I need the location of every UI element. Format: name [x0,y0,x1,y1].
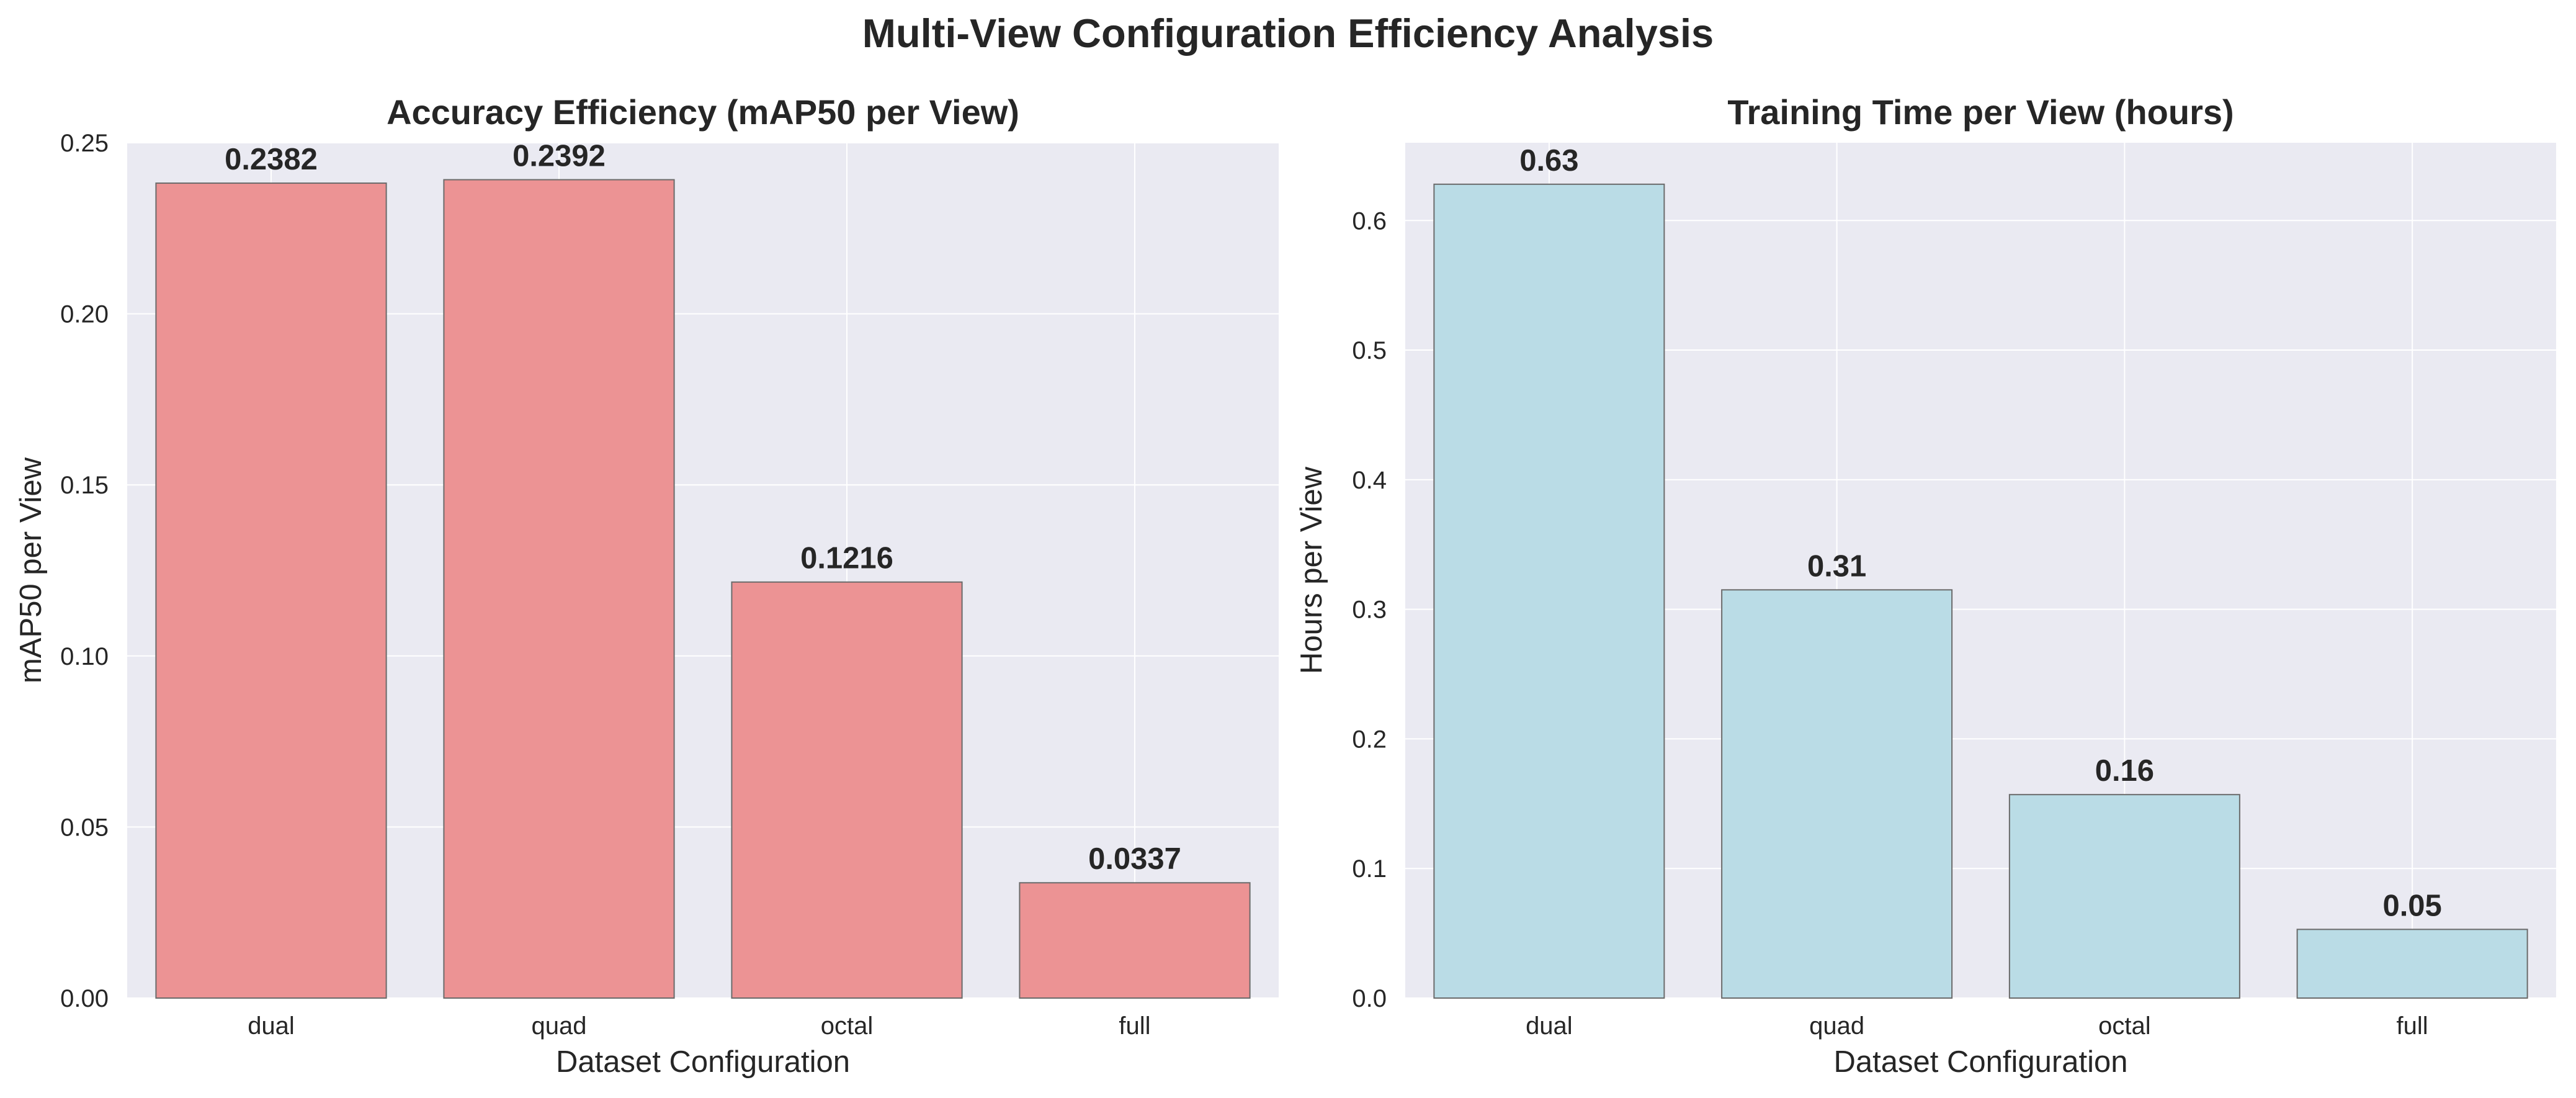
bar-octal [731,581,963,999]
bar-dual [1433,183,1665,999]
y-axis-label: mAP50 per View [14,457,48,683]
bar-octal [2008,794,2240,999]
data-label-quad: 0.31 [1807,549,1866,583]
y-tick-label: 0.25 [60,130,109,157]
x-axis-label: Dataset Configuration [1834,1045,2128,1079]
bar-dual [155,182,387,999]
y-tick-label: 0.4 [1352,467,1387,494]
y-tick-label: 0.6 [1352,207,1387,235]
data-label-full: 0.05 [2382,889,2441,922]
bar-full [1019,882,1251,999]
y-tick-label: 0.05 [60,814,109,841]
chart-title: Training Time per View (hours) [1727,92,2234,132]
x-tick-label-quad: quad [532,1012,587,1040]
y-tick-label: 0.10 [60,643,109,670]
data-label-octal: 0.16 [2095,754,2154,788]
x-axis-label: Dataset Configuration [556,1045,850,1079]
x-tick-label-octal: octal [821,1012,874,1040]
y-tick-label: 0.00 [60,985,109,1012]
chart-panel-training-time: 0.63 0.31 0.16 0.05 0.0 0.1 0.2 0.3 0.4 0.5 0.6 dua… [1295,92,2556,1079]
x-tick-label-octal: octal [2098,1012,2151,1040]
y-tick-label: 0.3 [1352,596,1387,624]
y-tick-label: 0.20 [60,301,109,328]
chart-panel-accuracy-efficiency: 0.2382 0.2392 0.1216 0.0337 0.00 0.05 0.10 0.15… [14,92,1279,1079]
x-tick-label-dual: dual [1526,1012,1573,1040]
y-tick-label: 0.15 [60,472,109,499]
data-label-full: 0.0337 [1088,842,1181,876]
figure-title: Multi-View Configuration Efficiency Anal… [862,11,1714,56]
y-tick-label: 0.1 [1352,855,1387,883]
data-label-quad: 0.2392 [512,140,606,173]
y-tick-label: 0.5 [1352,337,1387,364]
y-tick-label: 0.0 [1352,985,1387,1012]
bar-quad [443,179,675,999]
data-label-octal: 0.1216 [800,542,893,575]
chart-title: Accuracy Efficiency (mAP50 per View) [387,92,1019,132]
data-label-dual: 0.63 [1519,144,1578,178]
data-label-dual: 0.2382 [225,143,318,176]
x-tick-label-quad: quad [1809,1012,1864,1040]
bar-full [2296,929,2528,999]
x-tick-label-dual: dual [248,1012,295,1040]
x-tick-label-full: full [1119,1012,1150,1040]
x-tick-label-full: full [2397,1012,2428,1040]
y-axis-label: Hours per View [1295,466,1328,674]
y-tick-label: 0.2 [1352,726,1387,753]
bar-quad [1721,589,1953,999]
